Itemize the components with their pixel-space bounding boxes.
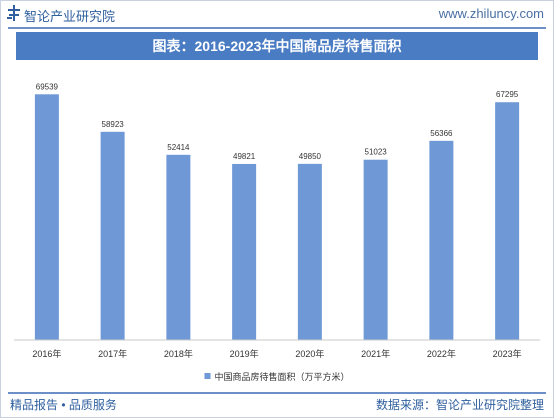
x-tick-label: 2023年 xyxy=(493,348,522,359)
x-tick-label: 2020年 xyxy=(295,348,324,359)
x-tick-label: 2017年 xyxy=(98,348,127,359)
legend-label: 中国商品房待售面积（万平方米） xyxy=(214,371,349,382)
data-label: 58923 xyxy=(102,120,125,129)
x-tick-label: 2016年 xyxy=(32,348,61,359)
bar xyxy=(495,102,520,340)
x-tick-label: 2021年 xyxy=(361,348,390,359)
data-label: 49850 xyxy=(299,152,322,161)
bar xyxy=(34,94,59,340)
bar xyxy=(232,163,257,340)
bar xyxy=(100,131,125,340)
brand-name: 智论产业研究院 xyxy=(24,9,116,24)
bar xyxy=(166,154,191,340)
data-label: 51023 xyxy=(365,148,388,157)
footer-source: 数据来源：智论产业研究院整理 xyxy=(375,398,544,412)
data-label: 67295 xyxy=(496,90,519,99)
data-label: 56366 xyxy=(430,129,453,138)
header-bar: 智论产业研究院 www.zhiluncy.com xyxy=(0,0,554,28)
bar xyxy=(297,163,322,340)
bar-chart: 69539 2016年 58923 2017年 52414 2018年 49821 2019年… xyxy=(14,82,540,382)
x-tick-label: 2022年 xyxy=(427,348,456,359)
website-url: www.zhiluncy.com xyxy=(438,6,544,21)
x-tick-label: 2019年 xyxy=(230,348,259,359)
logo-icon xyxy=(7,5,20,21)
data-label: 52414 xyxy=(167,143,190,152)
x-tick-label: 2018年 xyxy=(164,348,193,359)
header-divider xyxy=(8,27,546,29)
chart-title: 图表：2016-2023年中国商品房待售面积 xyxy=(16,32,538,60)
data-label: 69539 xyxy=(36,82,59,91)
bar xyxy=(363,159,388,340)
bar xyxy=(429,140,454,340)
data-label: 49821 xyxy=(233,152,256,161)
footer-slogan: 精品报告 • 品质服务 xyxy=(10,398,117,412)
footer-divider xyxy=(8,392,546,394)
legend-swatch xyxy=(204,373,211,379)
